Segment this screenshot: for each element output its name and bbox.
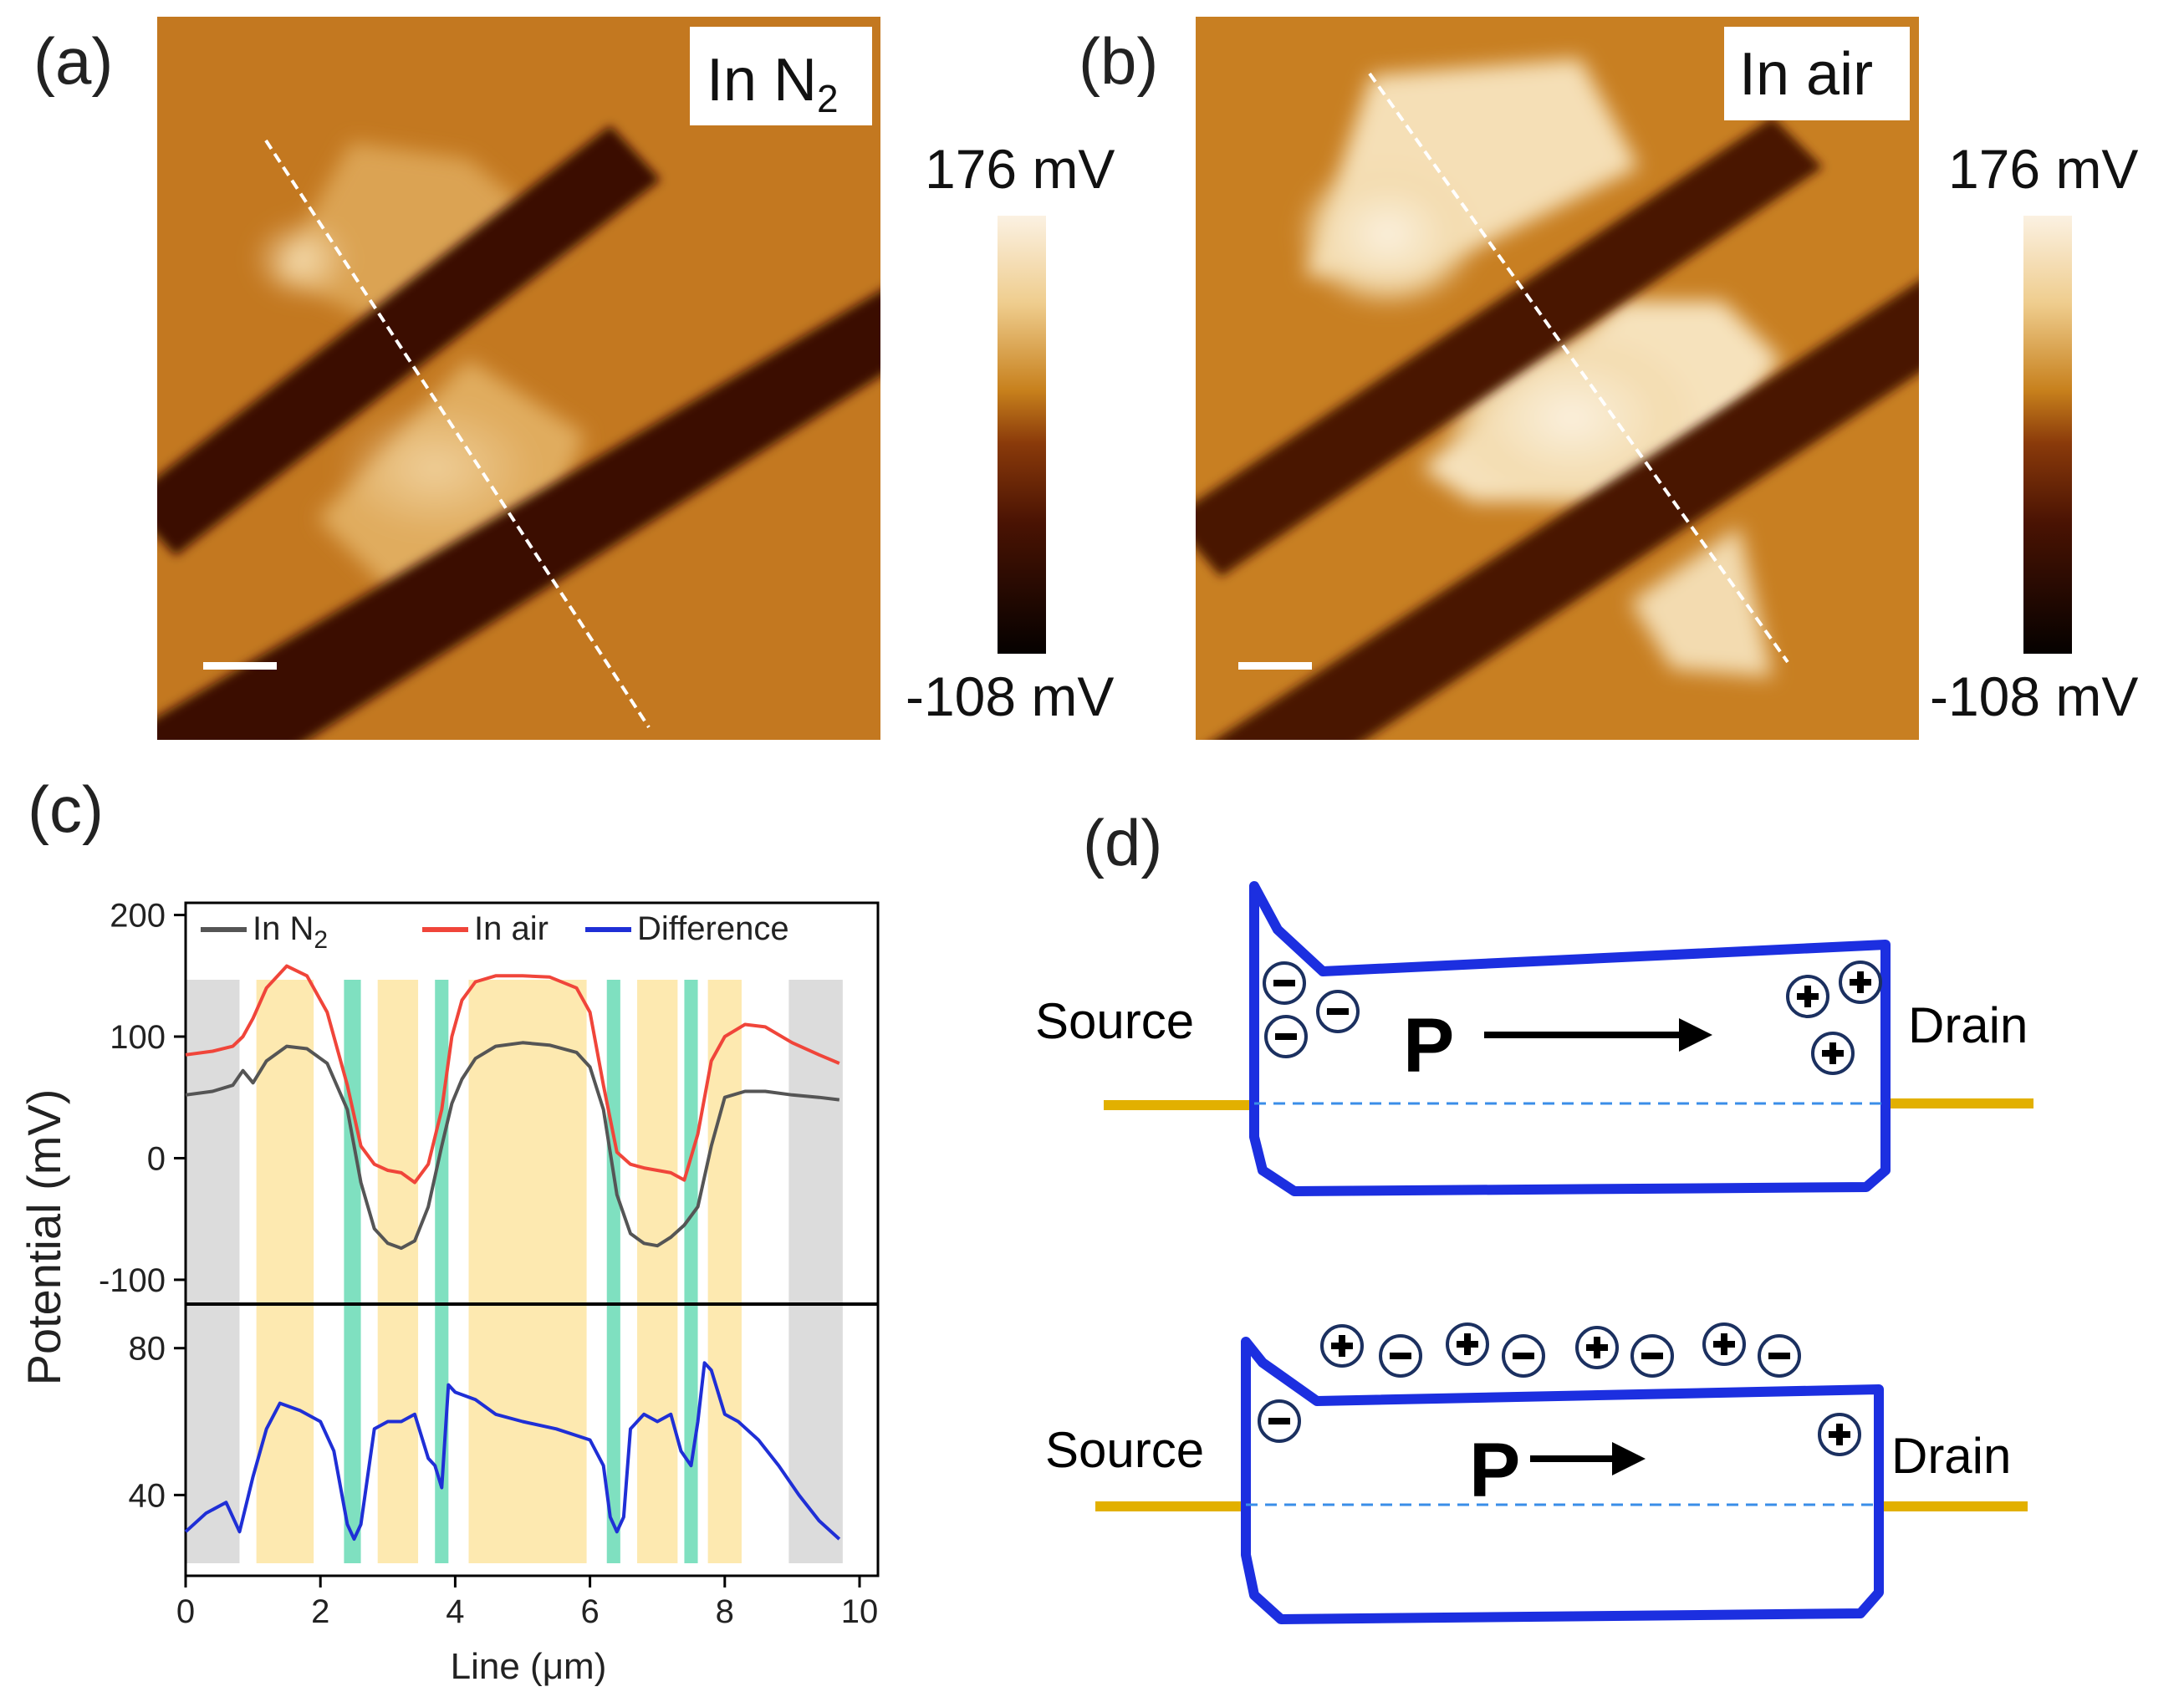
x-axis-label: Line (μm) [451,1646,607,1687]
device-diagram-bottom: Source Drain P [1045,1322,2028,1624]
shaded-band-6 [606,980,620,1563]
ferroelectric-outline-bottom [1241,1337,1884,1624]
shaded-band-9 [707,980,742,1563]
y-axis-label: Potential (mV) [18,1089,70,1386]
panel-c-label: (c) [28,772,104,846]
afm-image-air [1196,17,1919,740]
svg-text:In N2: In N2 [707,47,839,120]
series-in-n2 [185,1041,840,1251]
shaded-band-7 [637,980,678,1563]
condition-n2-text: In N [707,47,817,114]
y-tick-label-top: 100 [110,1019,166,1056]
plot-frame [184,901,880,1577]
x-tick-label: 8 [716,1593,734,1630]
y-tick-label-top: 200 [110,898,166,935]
condition-air-text: In air [1739,41,1873,108]
shaded-band-0 [186,980,240,1563]
x-tick-label: 0 [176,1593,195,1630]
y-tick-label-bottom: 80 [129,1331,166,1368]
polarization-label-bottom: P [1469,1428,1520,1513]
colorbar-a: 176 mV -108 mV [906,138,1115,727]
shaded-band-2 [344,980,361,1563]
profile-line [264,139,651,729]
source-label: Source [1035,993,1194,1049]
y-tick-label-top: -100 [99,1262,166,1299]
interface-charges [1258,1399,1861,1456]
shaded-band-1 [256,980,314,1563]
device-diagram-top: Source Drain P [1035,881,2033,1196]
shaded-band-5 [468,980,587,1563]
positive-charges [1786,961,1882,1075]
condition-label-n2: In N2 [690,27,872,125]
polarization-label: P [1403,1003,1454,1088]
surface-adsorbate-charges [1320,1322,1801,1378]
afm-image-n2 [157,17,880,740]
x-tick-label: 10 [841,1593,879,1630]
panel-b-label: (b) [1079,24,1158,98]
profile-line-b [1368,72,1789,664]
x-tick-label: 2 [311,1593,329,1630]
ferroelectric-outline [1249,881,1891,1196]
drain-label: Drain [1908,997,2028,1053]
x-tick-label: 6 [580,1593,599,1630]
legend-label-0: In N2 [253,910,328,954]
colorbar-b-min: -108 mV [1930,665,2138,727]
shaded-band-8 [684,980,698,1563]
panel-d-label: (d) [1083,806,1162,879]
series-difference [184,1361,841,1542]
drain-label-bottom: Drain [1891,1428,2011,1484]
colorbar-b-max: 176 mV [1948,138,2138,200]
shaded-band-3 [377,980,419,1563]
legend-label-2: Difference [637,910,789,947]
source-label-bottom: Source [1045,1422,1204,1478]
panel-a-label: (a) [33,24,113,98]
colorbar-a-min: -108 mV [906,665,1114,727]
x-tick-label: 4 [446,1593,464,1630]
colorbar-a-max: 176 mV [925,138,1115,200]
scale-bar [203,662,277,670]
legend-label-sub: 2 [314,926,328,954]
legend-label-1: In air [474,910,549,947]
negative-charges [1263,961,1360,1058]
y-tick-label-top: 0 [147,1140,166,1177]
shaded-band-10 [788,980,843,1563]
y-tick-label-bottom: 40 [129,1477,166,1514]
legend-label-text: In N [253,910,314,947]
scale-bar-b [1238,662,1312,670]
condition-label-air: In air [1724,27,1910,120]
condition-n2-sub: 2 [817,77,839,120]
series-in-air [185,964,840,1185]
colorbar-b: 176 mV -108 mV [1930,138,2138,727]
